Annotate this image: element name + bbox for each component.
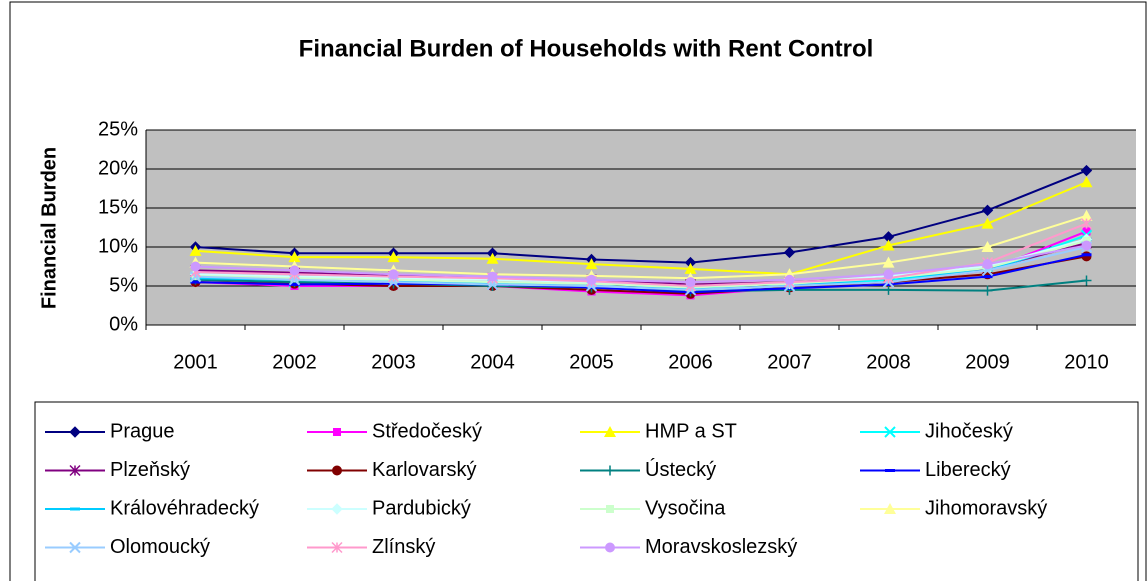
marker	[981, 241, 994, 252]
x-tick-label: 2005	[569, 351, 614, 373]
marker	[883, 282, 894, 286]
y-tick-label: 20%	[98, 157, 138, 179]
series-line	[195, 214, 1087, 280]
marker	[684, 262, 697, 274]
marker	[605, 465, 615, 476]
series-line	[195, 253, 1087, 294]
x-tick-label: 2003	[371, 351, 416, 373]
marker	[605, 542, 615, 553]
legend-label: Jihočeský	[925, 420, 1013, 442]
marker	[884, 503, 896, 514]
series-line	[195, 169, 1087, 264]
legend-label: Karlovarský	[372, 459, 476, 481]
marker	[190, 261, 201, 272]
y-tick-label: 25%	[98, 118, 138, 140]
marker	[487, 271, 498, 282]
y-tick-label: 15%	[98, 196, 138, 218]
marker	[190, 280, 201, 284]
series-line	[195, 222, 1087, 288]
marker	[289, 265, 300, 276]
marker	[604, 426, 616, 437]
x-tick-label: 2007	[767, 351, 812, 373]
marker	[882, 256, 895, 268]
x-tick-label: 2001	[173, 351, 218, 373]
legend-label: Liberecký	[925, 459, 1011, 481]
series-line	[195, 181, 1087, 276]
marker	[1080, 164, 1093, 177]
chart-title: Financial Burden of Households with Rent…	[299, 35, 874, 62]
marker	[981, 217, 994, 229]
marker	[586, 274, 597, 285]
marker	[685, 277, 696, 288]
marker	[981, 204, 994, 217]
marker	[388, 269, 399, 280]
marker	[606, 505, 614, 513]
marker	[331, 541, 343, 554]
x-tick-label: 2004	[470, 351, 515, 373]
legend-label: Prague	[110, 420, 175, 442]
marker	[333, 428, 341, 436]
legend-label: Pardubický	[372, 497, 471, 519]
marker	[883, 269, 894, 280]
marker	[1081, 275, 1092, 286]
marker	[1080, 209, 1093, 221]
marker	[486, 252, 499, 264]
legend-label: Královéhradecký	[110, 497, 259, 519]
x-tick-label: 2010	[1064, 351, 1109, 373]
x-tick-label: 2008	[866, 351, 911, 373]
legend-label: Vysočina	[645, 497, 726, 519]
marker	[69, 426, 81, 438]
marker	[982, 285, 993, 296]
marker	[1081, 240, 1092, 251]
marker	[332, 465, 342, 476]
marker	[387, 276, 400, 288]
marker	[288, 251, 301, 263]
x-tick-label: 2009	[965, 351, 1010, 373]
marker	[783, 246, 796, 259]
marker	[288, 274, 301, 286]
marker	[585, 258, 598, 270]
marker	[884, 426, 896, 438]
series-line	[195, 239, 1087, 289]
y-axis-label: Financial Burden	[38, 147, 60, 309]
marker	[784, 274, 795, 285]
marker	[1081, 253, 1092, 257]
marker	[882, 239, 895, 251]
marker	[685, 290, 696, 294]
x-tick-label: 2002	[272, 351, 317, 373]
series-line	[195, 244, 1087, 284]
legend-label: Moravskoslezský	[645, 536, 797, 558]
marker	[289, 282, 300, 286]
legend-label: Jihomoravský	[925, 497, 1047, 519]
x-tick-label: 2006	[668, 351, 713, 373]
marker	[331, 503, 343, 515]
legend-label: Ústecký	[645, 458, 716, 481]
legend-label: Olomoucký	[110, 536, 210, 558]
y-tick-label: 10%	[98, 235, 138, 257]
marker	[189, 244, 202, 256]
legend-label: Zlínský	[372, 536, 435, 558]
legend-label: Plzeňský	[110, 459, 190, 481]
marker	[387, 251, 400, 263]
y-tick-label: 5%	[109, 274, 138, 296]
marker	[69, 464, 81, 477]
marker	[69, 541, 81, 554]
legend-label: Středočeský	[372, 420, 482, 442]
marker	[883, 284, 894, 295]
marker	[1080, 176, 1093, 188]
series-line	[195, 246, 1087, 291]
legend-label: HMP a ST	[645, 420, 737, 442]
marker	[1082, 227, 1091, 236]
marker	[982, 275, 993, 279]
marker	[982, 259, 993, 270]
y-tick-label: 0%	[109, 313, 138, 335]
marker	[885, 469, 895, 472]
marker	[1080, 218, 1093, 230]
marker	[70, 507, 80, 511]
